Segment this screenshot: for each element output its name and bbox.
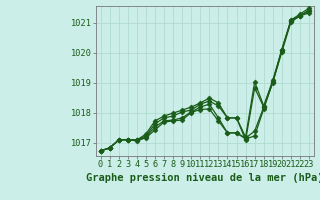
X-axis label: Graphe pression niveau de la mer (hPa): Graphe pression niveau de la mer (hPa) bbox=[86, 173, 320, 183]
